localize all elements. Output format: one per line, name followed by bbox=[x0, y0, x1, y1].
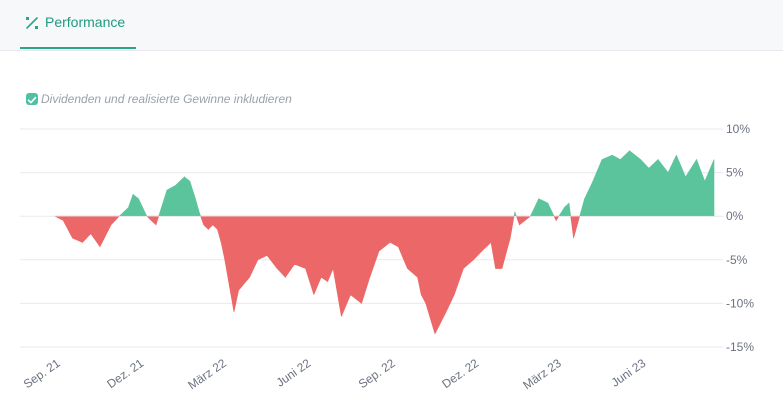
x-tick-label: März 23 bbox=[520, 356, 564, 393]
negative-area bbox=[54, 215, 581, 335]
checkmark-icon bbox=[27, 96, 37, 104]
performance-area bbox=[54, 150, 715, 335]
x-axis-labels: Sep. 21 Dez. 21 März 22 Juni 22 Sep. 22 Dez. … bbox=[21, 356, 649, 393]
y-tick-label: 10% bbox=[726, 122, 750, 136]
x-tick-label: Sep. 21 bbox=[21, 356, 63, 391]
x-tick-label: Juni 22 bbox=[274, 356, 314, 390]
include-dividends-label: Dividenden und realisierte Gewinne inklu… bbox=[41, 92, 292, 106]
tab-label: Performance bbox=[45, 14, 126, 30]
x-tick-label: Dez. 22 bbox=[439, 356, 481, 391]
y-tick-label: -10% bbox=[726, 296, 754, 310]
y-tick-label: -15% bbox=[726, 340, 754, 354]
tab-bar: Performance bbox=[0, 0, 783, 51]
y-tick-label: 0% bbox=[726, 209, 744, 223]
y-axis-labels: 10% 5% 0% -5% -10% -15% bbox=[726, 122, 754, 354]
y-tick-label: -5% bbox=[726, 253, 748, 267]
include-dividends-checkbox[interactable] bbox=[26, 93, 38, 105]
percent-icon bbox=[26, 17, 38, 29]
performance-chart: 10% 5% 0% -5% -10% -15% Sep. 21 Dez. 21 März 22… bbox=[20, 122, 754, 393]
tab-performance[interactable]: Performance bbox=[20, 0, 136, 49]
x-tick-label: März 22 bbox=[185, 356, 229, 393]
positive-area bbox=[118, 150, 715, 217]
x-tick-label: Juni 23 bbox=[609, 356, 649, 390]
x-tick-label: Dez. 21 bbox=[104, 356, 146, 391]
x-tick-label: Sep. 22 bbox=[356, 356, 398, 391]
y-tick-label: 5% bbox=[726, 166, 744, 180]
